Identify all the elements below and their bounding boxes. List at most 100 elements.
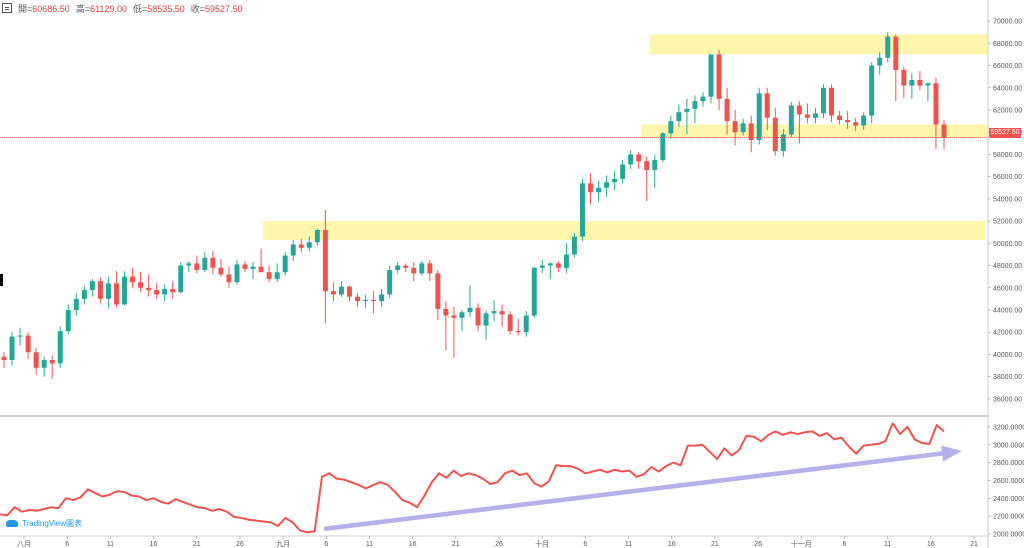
time-tick-label: 21 (452, 541, 460, 548)
candle-body (290, 244, 296, 256)
candle (363, 294, 369, 308)
candle-body (877, 57, 883, 66)
candle (226, 266, 232, 288)
candle-body (314, 230, 320, 243)
price-axis[interactable]: 36000.00 38000.00 40000.00 42000.00 44000.00… (988, 19, 1022, 404)
candle-body (588, 183, 593, 193)
candle-body (427, 263, 433, 274)
candle-body (234, 264, 240, 283)
candle-body (652, 160, 658, 170)
price-zone-0[interactable] (650, 34, 988, 55)
candle (555, 261, 561, 273)
candle (877, 52, 883, 75)
candle (81, 285, 87, 305)
time-tick-label: 6 (583, 541, 587, 548)
candle-body (596, 187, 602, 193)
candle (154, 283, 160, 299)
candle-body (9, 336, 15, 360)
candle (25, 332, 31, 359)
candle-body (628, 154, 634, 165)
time-tick-label: 11 (366, 541, 373, 548)
symbol-menu-icon[interactable] (2, 3, 12, 13)
candle (732, 110, 738, 146)
ohlc-legend: 開=60686.50 高=61129.00 低=58535.50 收=59527… (0, 0, 243, 16)
price-tick-label: 70000.00 (993, 19, 1022, 26)
candle (194, 255, 200, 274)
candle-body (282, 255, 288, 273)
candle-body (330, 291, 336, 295)
candle (314, 228, 320, 246)
candle-body (507, 314, 513, 332)
candle (917, 71, 923, 90)
tradingview-watermark: TradingView圖表 (6, 518, 82, 529)
candle-body (355, 296, 360, 302)
candle-body (555, 263, 561, 268)
candle (218, 258, 224, 277)
candle-body (837, 115, 843, 120)
candle-body (122, 276, 128, 305)
candle-body (716, 54, 722, 99)
candle (596, 181, 602, 203)
candle (547, 262, 553, 279)
candle (724, 87, 730, 135)
candle (901, 66, 907, 98)
candle-body (73, 298, 79, 310)
time-tick-label: 11 (625, 541, 632, 548)
trend-arrow-line[interactable] (323, 451, 945, 531)
price-tick-label: 66000.00 (993, 63, 1022, 70)
candle (298, 238, 304, 253)
indicator-tick-label: 2600.0000 (993, 478, 1024, 485)
price-zone-2[interactable] (263, 221, 985, 240)
candle (242, 261, 248, 273)
candle (162, 284, 168, 302)
candle-body (65, 310, 71, 332)
watermark-text: TradingView圖表 (22, 519, 83, 528)
candle (306, 236, 312, 252)
candle-body (756, 93, 762, 140)
price-tick-label: 50000.00 (993, 241, 1022, 248)
candle (73, 293, 79, 316)
candle (708, 54, 714, 104)
price-tick-label: 48000.00 (993, 263, 1022, 270)
time-tick-label: 十月 (535, 539, 549, 548)
candle (531, 266, 537, 318)
time-axis[interactable]: 八月 6 11 16 21 26 九月 6 11 16 21 26 十月 6 11 16 21 26 十一月 6 11 1… (17, 536, 978, 548)
time-tick-label: 26 (236, 541, 244, 548)
candle (756, 87, 762, 145)
price-zone-1[interactable] (641, 124, 988, 138)
candle (829, 84, 835, 123)
candle (322, 210, 328, 324)
candle-body (1, 356, 7, 360)
candle (346, 285, 352, 302)
candlestick-series (1, 32, 947, 379)
candle (178, 262, 184, 294)
candle (780, 128, 786, 157)
candle-body (788, 105, 794, 135)
candle (652, 154, 658, 188)
candle-body (49, 360, 55, 364)
candle-body (226, 274, 232, 283)
time-tick-label: 26 (754, 541, 762, 548)
candle (105, 276, 111, 308)
candle-body (395, 265, 401, 270)
trend-arrow-head-icon[interactable] (941, 445, 962, 462)
candle-body (539, 265, 545, 268)
candle (146, 274, 152, 297)
candle (772, 107, 778, 156)
candle (459, 310, 465, 332)
time-tick-label: 16 (927, 541, 935, 548)
time-tick-label: 八月 (17, 540, 31, 548)
indicator-axis[interactable]: 2000.0000 2200.0000 2400.0000 2600.0000 2800… (988, 424, 1024, 539)
candle (853, 117, 859, 132)
candle (515, 318, 521, 336)
candle-body (138, 282, 144, 288)
candle (700, 92, 706, 107)
close-label: 收= (190, 3, 206, 14)
candle (17, 327, 23, 346)
candle (812, 107, 818, 124)
time-tick-label: 16 (668, 541, 676, 548)
candle-body (475, 307, 481, 326)
candle (330, 282, 336, 302)
